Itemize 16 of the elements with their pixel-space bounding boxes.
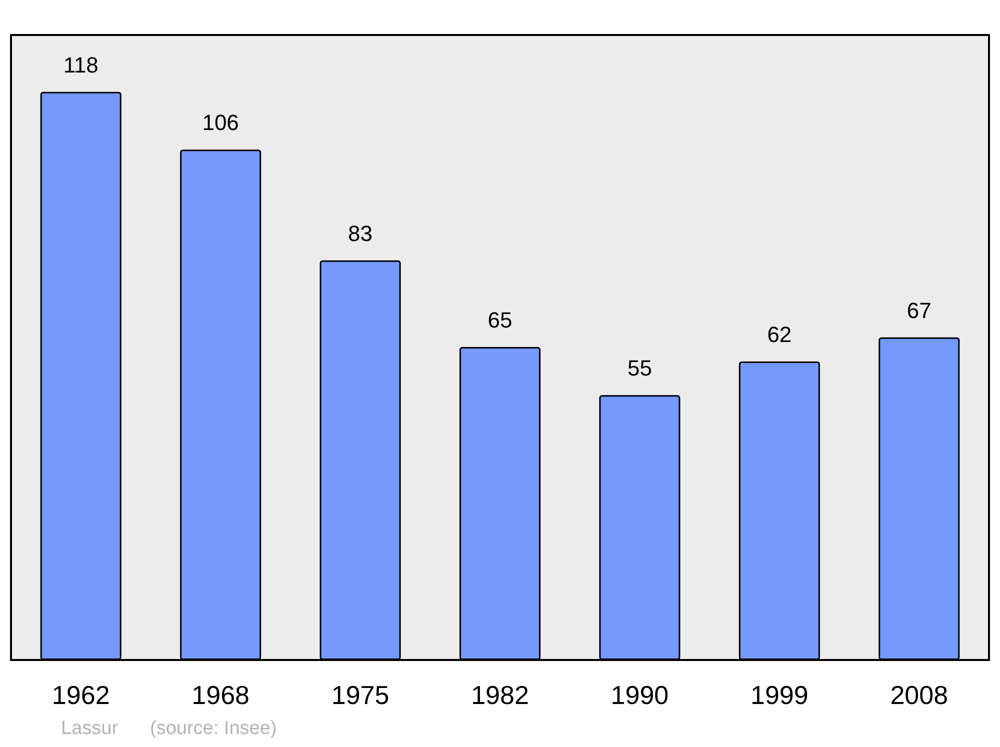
data-label: 62 [767,322,792,347]
text: (source: Insee) [150,718,277,739]
x-tick-label: 1968 [192,680,250,710]
x-tick-label: 1990 [610,680,669,710]
data-label: 55 [627,356,652,381]
x-tick-label: 1999 [750,680,808,710]
x-tick-label: 1982 [471,680,529,710]
data-label: 65 [488,308,512,333]
x-tick-label: 2008 [890,680,948,710]
text: Lassur [61,718,119,739]
data-label: 118 [63,52,98,78]
data-label: 67 [906,298,932,323]
data-label: 106 [202,110,239,136]
x-tick-label: 1962 [52,680,110,710]
data-label: 83 [348,220,373,246]
x-tick-label: 1975 [331,680,390,710]
